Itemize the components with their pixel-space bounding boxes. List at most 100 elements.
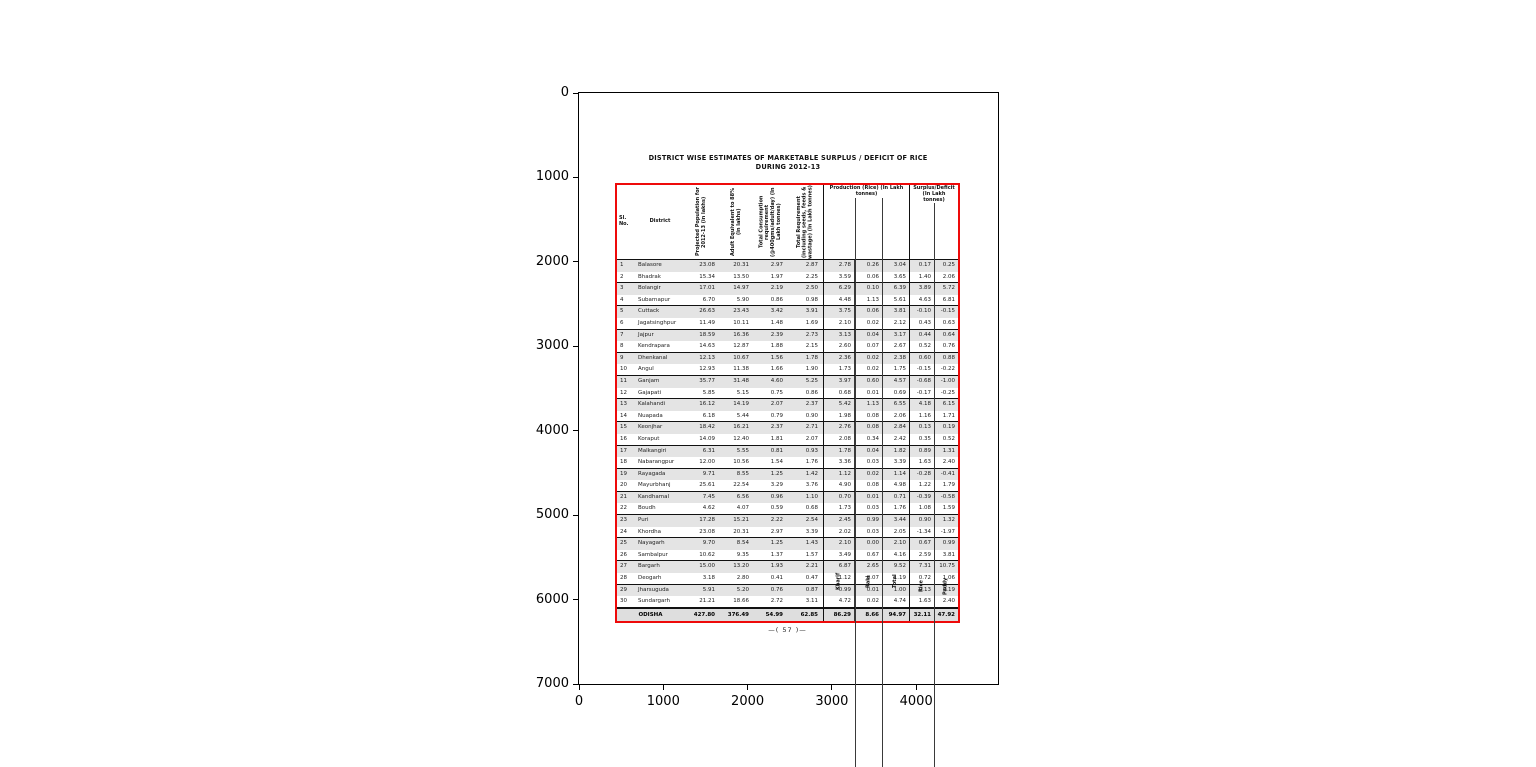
- table-cell: Puri: [638, 517, 649, 524]
- table-cell: 2.65: [854, 561, 882, 574]
- table-cell: 0.13: [909, 584, 934, 597]
- table-cell: Balasore: [638, 262, 662, 268]
- table-cell: 2.10: [882, 538, 909, 550]
- table-cell: 3.11: [805, 598, 818, 605]
- table-cell: 5.72: [934, 283, 958, 295]
- table-cell: 30: [620, 598, 627, 605]
- table-body: 1 Balasore 23.08 20.31 2.97 2.87 2.78 0.26 3.04 0…: [617, 260, 958, 608]
- y-tick-label: 5000: [535, 507, 569, 523]
- table-cell: 2: [620, 273, 624, 280]
- table-cell: 0.88: [934, 352, 958, 365]
- surplus-group-header: Surplus/Deficit (In Lakh tonnes) Rice Padd…: [909, 185, 958, 767]
- table-cell: 1.43: [805, 540, 818, 547]
- table-row: 23 Puri 17.28 15.21 2.22 2.54 2.45 0.99 3.44 0.90…: [617, 515, 958, 527]
- table-cell: 1.54: [770, 459, 783, 466]
- table-cell: 12.40: [733, 435, 749, 442]
- table-cell: 0.93: [805, 447, 818, 454]
- table-cell: 18: [620, 459, 627, 466]
- column-header-rotated: Projected Population for 2012-13 (in lak…: [684, 185, 720, 259]
- y-tick-label: 1000: [535, 169, 569, 185]
- column-header-text: Adult Equivalent to 88% (in lakhs): [730, 187, 742, 257]
- table-cell: 0.35: [909, 433, 934, 445]
- table-cell: -0.68: [909, 375, 934, 388]
- table-cell: 0.69: [882, 387, 909, 399]
- table-cell: -0.22: [934, 364, 958, 375]
- table-cell: Deogarh: [638, 575, 662, 582]
- table-cell: 25: [620, 540, 627, 547]
- table-cell: 13.20: [733, 563, 749, 570]
- total-row-cell: 427.80: [693, 611, 715, 618]
- table-cell: 1.10: [805, 493, 818, 500]
- table-cell: 1.42: [805, 470, 818, 477]
- table-cell: 0.10: [854, 283, 882, 295]
- table-cell: 16.12: [699, 401, 715, 408]
- table-cell: 6.39: [882, 283, 909, 295]
- table-cell: 4.72: [823, 596, 854, 607]
- table-cell: 5: [620, 308, 624, 315]
- table-title: DISTRICT WISE ESTIMATES OF MARKETABLE SU…: [609, 154, 967, 171]
- table-cell: 3: [620, 285, 624, 292]
- table-cell: 13.50: [733, 273, 749, 280]
- table-cell: 0.86: [770, 296, 783, 303]
- table-cell: 1.73: [823, 364, 854, 375]
- table-cell: 7.31: [909, 561, 934, 574]
- table-cell: Gajapati: [638, 389, 662, 396]
- group-subheader-row: Kharif Rabi Total: [824, 197, 909, 767]
- table-cell: 2.76: [823, 422, 854, 434]
- table-cell: 5.55: [736, 447, 749, 454]
- total-row-cell: 94.97: [882, 608, 909, 621]
- table-cell: -1.34: [909, 526, 934, 538]
- table-cell: 0.26: [854, 260, 882, 272]
- table-cell: 0.72: [909, 573, 934, 584]
- table-cell: 0.01: [854, 491, 882, 504]
- x-tick-label: 0: [574, 694, 584, 709]
- column-header-sl-no: Sl. No.: [617, 185, 636, 259]
- table-cell: 0.76: [934, 341, 958, 352]
- table-cell: 1.48: [770, 319, 783, 326]
- table-cell: 10.62: [699, 551, 715, 558]
- total-row-cell: 376.49: [727, 611, 749, 618]
- table-cell: 0.06: [854, 306, 882, 318]
- column-header-district: District: [636, 185, 684, 259]
- table-cell: 1.97: [770, 273, 783, 280]
- column-header-rotated: Adult Equivalent to 88% (in lakhs): [720, 185, 754, 259]
- table-cell: 2.10: [823, 317, 854, 329]
- table-cell: 0.03: [854, 503, 882, 515]
- table-cell: 2.08: [823, 433, 854, 445]
- table-cell: Nuapada: [638, 412, 663, 419]
- table-cell: 2.38: [882, 352, 909, 365]
- table-cell: 1.12: [823, 468, 854, 481]
- table-cell: 11.49: [699, 319, 715, 326]
- table-cell: 2.80: [736, 575, 749, 582]
- table-cell: 12.87: [733, 343, 749, 350]
- table-cell: 16.21: [733, 424, 749, 431]
- table-cell: 1.25: [770, 540, 783, 547]
- table-cell: 2.71: [805, 424, 818, 431]
- table-cell: 2.50: [805, 285, 818, 292]
- table-cell: 0.60: [909, 352, 934, 365]
- table-cell: 3.04: [882, 260, 909, 272]
- column-header-rotated: Total Requirement (including seeds, feed…: [788, 185, 823, 259]
- table-cell: 1.25: [770, 470, 783, 477]
- table-row: 12 Gajapati 5.85 5.15 0.75 0.86 0.68 0.01 0.69 -0…: [617, 387, 958, 400]
- table-cell: 1: [620, 262, 624, 268]
- table-cell: 17.28: [699, 517, 715, 524]
- table-cell: 11: [620, 377, 627, 384]
- table-cell: 0.00: [854, 538, 882, 550]
- table-cell: Bargarh: [638, 563, 660, 570]
- table-cell: 5.15: [736, 389, 749, 396]
- table-cell: 4.62: [702, 505, 715, 512]
- table-row: 7 Jajpur 18.59 16.36 2.39 2.73 3.13 0.04 3.17 0.4…: [617, 329, 958, 342]
- table-cell: 0.99: [934, 538, 958, 550]
- table-cell: 3.81: [934, 549, 958, 561]
- table-cell: 1.66: [770, 366, 783, 373]
- table-cell: 1.76: [882, 503, 909, 515]
- table-cell: 1.90: [805, 366, 818, 373]
- y-tick-mark: [573, 261, 579, 263]
- table-cell: 31.48: [733, 377, 749, 384]
- column-subheader-kharif: Kharif: [824, 198, 855, 767]
- table-cell: 9.52: [882, 561, 909, 574]
- table-cell: 23.08: [699, 262, 715, 268]
- y-tick-mark: [573, 176, 579, 178]
- table-cell: 10.75: [934, 561, 958, 574]
